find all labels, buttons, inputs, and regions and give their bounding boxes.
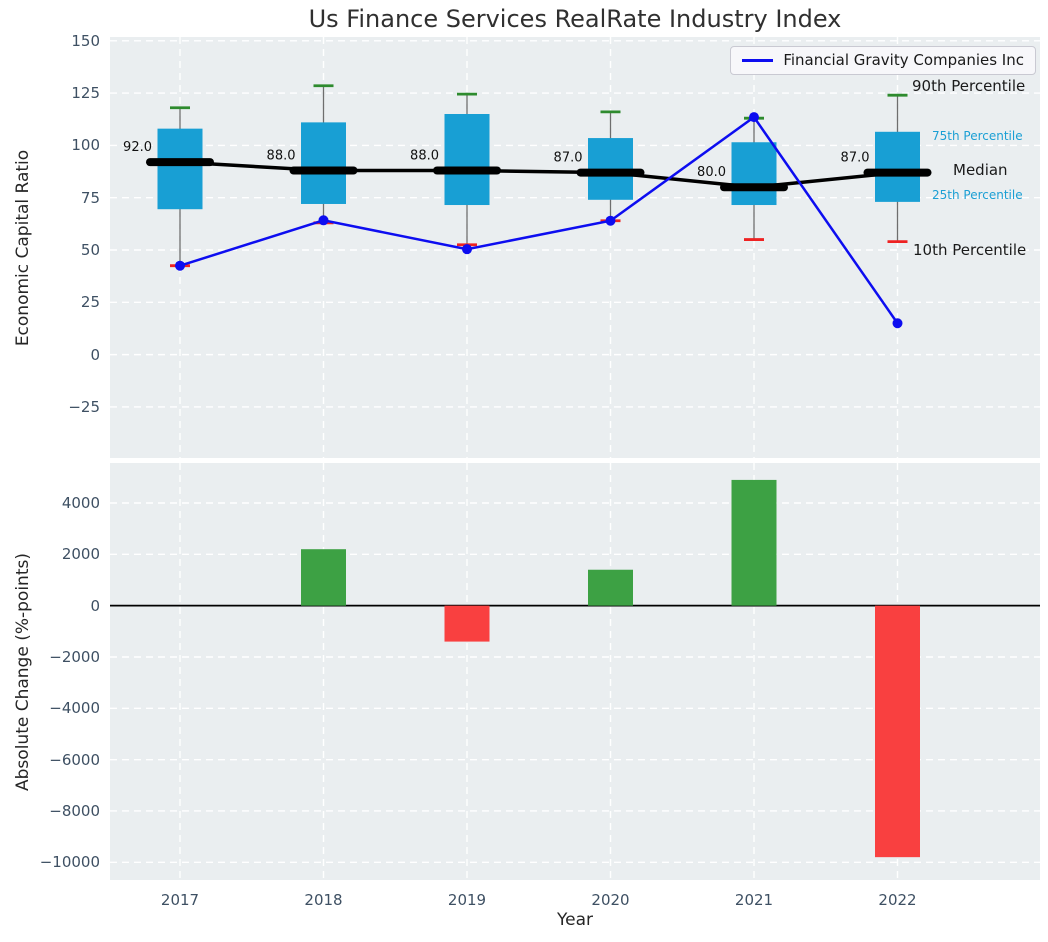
x-tick-label-2017: 2017 [160, 891, 200, 909]
x-tick-label-2021: 2021 [734, 891, 774, 909]
y-tick-label: 0 [90, 345, 100, 364]
y-tick-label: 25 [80, 293, 100, 312]
y-tick-label: −25 [68, 397, 100, 416]
y-tick-label: 2000 [61, 545, 100, 564]
y-tick-label: 75 [80, 188, 100, 207]
company-point-2019 [462, 244, 472, 255]
xlabel: Year [557, 910, 593, 930]
annotation-75th-percentile: 75th Percentile [932, 129, 1023, 144]
company-point-2018 [318, 215, 329, 226]
legend: Financial Gravity Companies Inc [730, 46, 1036, 75]
annotation-90th-percentile: 90th Percentile [912, 77, 1026, 96]
bottom-axes [110, 463, 1040, 880]
legend-line-sample [742, 58, 774, 62]
iqr-box-2018 [301, 122, 346, 204]
change-bar-2020 [588, 569, 633, 606]
y-tick-label: −2000 [49, 647, 100, 666]
change-bar-2019 [444, 605, 490, 642]
chart-title: Us Finance Services RealRate Industry In… [308, 5, 842, 33]
company-line [179, 115, 899, 324]
annotation-median: Median [953, 161, 1008, 180]
x-tick-label-2019: 2019 [447, 891, 487, 909]
iqr-box-2021 [731, 142, 777, 206]
y-tick-label: −4000 [49, 699, 100, 718]
median-value-label-2017: 92.0 [123, 140, 152, 155]
y-tick-label: 125 [71, 84, 100, 103]
change-bar-2021 [731, 479, 777, 606]
boxplot-canvas: 92.0 88.0 88.0 87.0 80.0 87.0 [110, 37, 1040, 458]
annotation-25th-percentile: 25th Percentile [932, 187, 1023, 202]
top-axes: 92.0 88.0 88.0 87.0 80.0 87.0 Financial Gravi… [110, 37, 1040, 458]
y-tick-label: −8000 [49, 801, 100, 820]
y-tick-label: 100 [71, 136, 100, 155]
x-tick-label-2022: 2022 [878, 891, 917, 909]
y-tick-label: 0 [90, 596, 100, 615]
legend-label: Financial Gravity Companies Inc [783, 51, 1024, 69]
median-value-label-2020: 87.0 [554, 151, 583, 166]
x-tick-label-2020: 2020 [591, 891, 630, 909]
median-value-label-2022: 87.0 [841, 151, 870, 166]
median-value-label-2018: 88.0 [267, 148, 296, 163]
iqr-box-2022 [875, 131, 920, 202]
change-bar-2018 [301, 549, 346, 606]
company-point-2017 [175, 260, 185, 271]
change-bar-2022 [875, 605, 920, 858]
median-value-label-2019: 88.0 [410, 148, 439, 163]
y-tick-label: −6000 [49, 750, 100, 769]
y-tick-label: 4000 [61, 494, 100, 512]
y-tick-label: 50 [80, 241, 100, 259]
annotation-10th-percentile: 10th Percentile [913, 240, 1027, 259]
company-point-2022 [892, 318, 903, 329]
iqr-box-2019 [444, 114, 490, 206]
barchart-canvas [110, 463, 1040, 880]
x-tick-label-2018: 2018 [304, 891, 343, 909]
y-tick-label: 150 [71, 31, 100, 50]
company-point-2021 [749, 112, 759, 123]
median-value-label-2021: 80.0 [697, 165, 726, 180]
iqr-box-2017 [157, 128, 203, 210]
company-point-2020 [605, 215, 616, 226]
y-tick-label: −10000 [39, 853, 100, 872]
median-connector-line [179, 160, 898, 189]
